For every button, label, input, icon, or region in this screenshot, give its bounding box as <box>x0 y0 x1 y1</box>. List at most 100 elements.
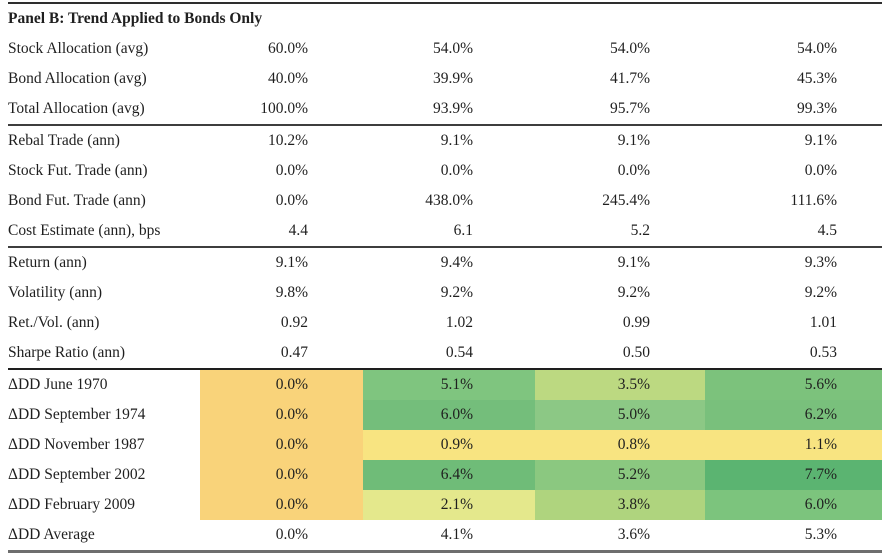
table-row-performance: Ret./Vol. (ann) 0.92 1.02 0.99 1.01 <box>8 308 882 338</box>
row-label: Rebal Trade (ann) <box>8 124 200 156</box>
cell-value: 41.7% <box>609 70 650 87</box>
cell-value: 54.0% <box>609 40 650 57</box>
table-row-performance: Sharpe Ratio (ann) 0.47 0.54 0.50 0.53 <box>8 338 882 369</box>
cell-value: 95.7% <box>609 100 650 117</box>
cell-value: 9.1% <box>535 246 705 278</box>
row-label: Volatility (ann) <box>8 284 102 301</box>
row-label: ΔDD November 1987 <box>8 436 145 453</box>
cell-value: 0.0% <box>440 162 473 179</box>
cell-value: 0.0% <box>200 400 363 430</box>
cell-value: 0.0% <box>200 520 363 553</box>
cell-value: 0.8% <box>535 430 705 460</box>
cell-value: 6.2% <box>705 400 883 430</box>
cell-value: 438.0% <box>425 192 473 209</box>
table-row-drawdown: ΔDD June 1970 0.0% 5.1% 3.5% 5.6% <box>8 368 883 400</box>
table-row-allocation: Stock Allocation (avg) 60.0% 54.0% 54.0% 54.… <box>8 34 882 64</box>
table-row-drawdown: ΔDD November 1987 0.0% 0.9% 0.8% 1.1% <box>8 430 883 460</box>
cell-value: 6.0% <box>705 490 883 520</box>
panel-title: Panel B: Trend Applied to Bonds Only <box>8 10 263 27</box>
table-row-allocation: Bond Allocation (avg) 40.0% 39.9% 41.7% 45.3… <box>8 64 882 94</box>
cell-value: 0.47 <box>280 344 308 361</box>
cell-value: 245.4% <box>602 192 650 209</box>
cell-value: 6.4% <box>363 460 535 490</box>
table-row-allocation: Total Allocation (avg) 100.0% 93.9% 95.7% 99… <box>8 94 882 125</box>
row-label: Stock Allocation (avg) <box>8 40 149 57</box>
cell-value: 9.2% <box>440 284 473 301</box>
cell-value: 7.7% <box>705 460 883 490</box>
cell-value: 9.2% <box>617 284 650 301</box>
cell-value: 40.0% <box>267 70 308 87</box>
cell-value: 0.0% <box>200 460 363 490</box>
table-row-performance: Volatility (ann) 9.8% 9.2% 9.2% 9.2% <box>8 278 882 308</box>
cell-value: 1.1% <box>705 430 883 460</box>
cell-value: 5.1% <box>363 368 535 400</box>
cell-value: 0.0% <box>617 162 650 179</box>
row-label: Sharpe Ratio (ann) <box>8 344 126 361</box>
cell-value: 9.1% <box>200 246 363 278</box>
cell-value: 4.1% <box>363 520 535 553</box>
cell-value: 0.54 <box>445 344 473 361</box>
cell-value: 0.9% <box>363 430 535 460</box>
cell-value: 4.5 <box>817 222 838 239</box>
table-row-drawdown: ΔDD September 2002 0.0% 6.4% 5.2% 7.7% <box>8 460 883 490</box>
table-row-trading: Bond Fut. Trade (ann) 0.0% 438.0% 245.4% 111… <box>8 186 882 216</box>
cell-value: 0.0% <box>200 430 363 460</box>
cell-value: 45.3% <box>797 70 838 87</box>
row-label: ΔDD September 2002 <box>8 466 146 483</box>
cell-value: 5.6% <box>705 368 883 400</box>
panel-b-table-body: Panel B: Trend Applied to Bonds Only Sto… <box>8 3 883 553</box>
row-label: Bond Allocation (avg) <box>8 70 147 87</box>
table-row-drawdown: ΔDD September 1974 0.0% 6.0% 5.0% 6.2% <box>8 400 883 430</box>
cell-value: 5.0% <box>535 400 705 430</box>
cell-value: 54.0% <box>797 40 838 57</box>
cell-value: 1.02 <box>445 314 473 331</box>
cell-value: 9.2% <box>804 284 838 301</box>
cell-value: 6.1 <box>453 222 473 239</box>
cell-value: 0.92 <box>280 314 308 331</box>
cell-value: 60.0% <box>267 40 308 57</box>
cell-value: 111.6% <box>790 192 838 209</box>
cell-value: 0.0% <box>275 162 308 179</box>
cell-value: 9.4% <box>363 246 535 278</box>
row-label: Return (ann) <box>8 246 200 278</box>
cell-value: 9.1% <box>705 124 883 156</box>
cell-value: 1.01 <box>809 314 838 331</box>
table-row-trading: Cost Estimate (ann), bps 4.4 6.1 5.2 4.5 <box>8 216 882 247</box>
cell-value: 39.9% <box>432 70 473 87</box>
cell-value: 9.1% <box>535 124 705 156</box>
cell-value: 3.8% <box>535 490 705 520</box>
row-label: ΔDD Average <box>8 520 200 553</box>
table-row-trading: Stock Fut. Trade (ann) 0.0% 0.0% 0.0% 0.0% <box>8 156 882 186</box>
cell-value: 0.0% <box>804 162 838 179</box>
cell-value: 9.1% <box>363 124 535 156</box>
row-label: Cost Estimate (ann), bps <box>8 222 161 239</box>
panel-b-table: Panel B: Trend Applied to Bonds Only Sto… <box>8 2 883 553</box>
cell-value: 54.0% <box>432 40 473 57</box>
cell-value: 9.8% <box>275 284 308 301</box>
cell-value: 3.5% <box>535 368 705 400</box>
cell-value: 10.2% <box>200 124 363 156</box>
row-label: Stock Fut. Trade (ann) <box>8 162 148 179</box>
cell-value: 0.53 <box>809 344 838 361</box>
cell-value: 0.0% <box>200 368 363 400</box>
table-row-drawdown: ΔDD Average 0.0% 4.1% 3.6% 5.3% <box>8 520 883 553</box>
cell-value: 5.3% <box>705 520 883 553</box>
cell-value: 99.3% <box>797 100 838 117</box>
cell-value: 3.6% <box>535 520 705 553</box>
cell-value: 100.0% <box>260 100 308 117</box>
row-label: ΔDD February 2009 <box>8 496 136 513</box>
table-row-trading: Rebal Trade (ann) 10.2% 9.1% 9.1% 9.1% <box>8 124 883 156</box>
row-label: Ret./Vol. (ann) <box>8 314 100 331</box>
cell-value: 4.4 <box>288 222 308 239</box>
cell-value: 0.0% <box>200 490 363 520</box>
table-row-performance: Return (ann) 9.1% 9.4% 9.1% 9.3% <box>8 246 883 278</box>
panel-title-row: Panel B: Trend Applied to Bonds Only <box>8 3 882 34</box>
cell-value: 0.50 <box>622 344 650 361</box>
cell-value: 9.3% <box>705 246 883 278</box>
cell-value: 2.1% <box>363 490 535 520</box>
table-row-drawdown: ΔDD February 2009 0.0% 2.1% 3.8% 6.0% <box>8 490 883 520</box>
cell-value: 0.0% <box>275 192 308 209</box>
row-label: Bond Fut. Trade (ann) <box>8 192 146 209</box>
cell-value: 0.99 <box>622 314 650 331</box>
